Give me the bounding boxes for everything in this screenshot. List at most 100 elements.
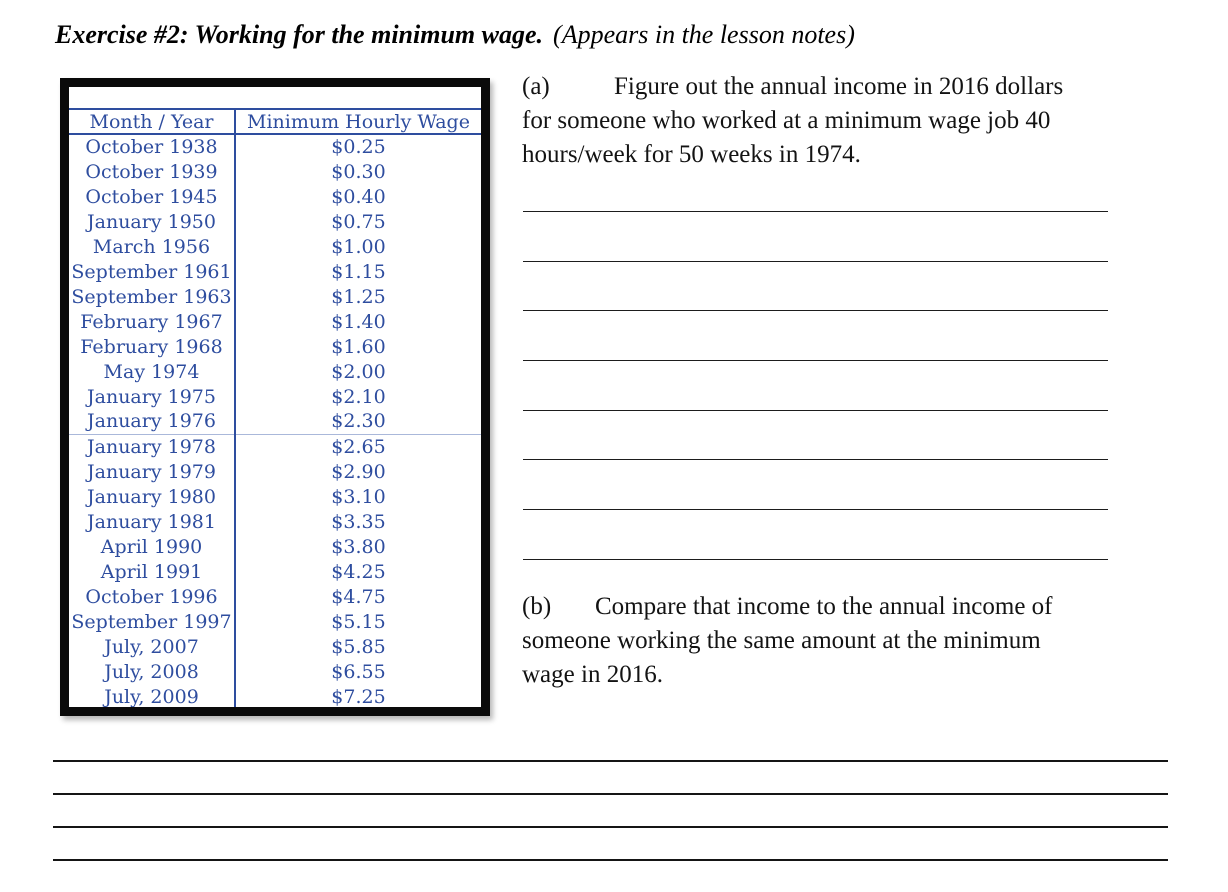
wage-table-header-row: Month / Year Minimum Hourly Wage <box>69 108 481 135</box>
wage-table-row: October 1996 $4.75 <box>69 585 481 611</box>
month-year-cell: January 1981 <box>69 510 236 536</box>
month-year-cell: January 1980 <box>69 485 236 511</box>
wage-cell: $1.60 <box>331 335 386 358</box>
question-b-line: someone working the same amount at the m… <box>522 627 1041 654</box>
question-a-text: Figure out the annual income in 2016 dol… <box>614 73 1064 100</box>
answer-lines-bottom <box>53 760 1168 892</box>
question-b-line: wage in 2016. <box>522 661 663 688</box>
wage-table-row: October 1938 $0.25 <box>69 134 481 160</box>
wage-cell: $4.25 <box>331 561 386 584</box>
wage-table-row: February 1967 $1.40 <box>69 309 481 335</box>
wage-cell: $1.15 <box>331 260 386 283</box>
blank-answer-rule <box>523 509 1108 511</box>
blank-answer-rule <box>523 360 1108 362</box>
wage-table-row: September 1961 $1.15 <box>69 259 481 285</box>
wage-cell: $1.40 <box>331 310 386 333</box>
wage-table-frame: Month / Year Minimum Hourly Wage October… <box>60 78 490 716</box>
wage-cell: $3.35 <box>331 511 386 534</box>
month-year-cell: September 1997 <box>69 610 236 636</box>
wage-table-row: February 1968 $1.60 <box>69 334 481 360</box>
wage-cell: $1.00 <box>331 235 386 258</box>
month-year-cell: January 1978 <box>69 434 236 461</box>
month-year-cell: February 1967 <box>69 309 236 335</box>
question-a-line: for someone who worked at a minimum wage… <box>522 107 1051 134</box>
month-year-cell: July, 2008 <box>69 660 236 685</box>
month-year-cell: October 1996 <box>69 585 236 611</box>
wage-cell: $2.30 <box>331 410 386 433</box>
wage-table-row: January 1950 $0.75 <box>69 209 481 235</box>
wage-cell: $3.80 <box>331 536 386 559</box>
wage-cell: $7.25 <box>331 685 386 708</box>
month-year-cell: September 1963 <box>69 284 236 310</box>
wage-table-row: January 1979 $2.90 <box>69 460 481 486</box>
answer-lines-question-a <box>523 211 1108 609</box>
month-year-cell: April 1991 <box>69 560 236 586</box>
blank-answer-rule <box>53 826 1168 828</box>
wage-cell: $2.10 <box>331 385 386 408</box>
question-a-line: hours/week for 50 weeks in 1974. <box>522 141 861 168</box>
wage-table-row: January 1976 $2.30 <box>69 409 481 435</box>
wage-table-row: April 1990 $3.80 <box>69 535 481 561</box>
blank-answer-rule <box>523 558 1108 560</box>
blank-answer-rule <box>523 310 1108 312</box>
month-year-cell: May 1974 <box>69 359 236 385</box>
exercise-title: Exercise #2: Working for the minimum wag… <box>55 20 544 49</box>
wage-table-row: July, 2007 $5.85 <box>69 635 481 661</box>
wage-table-row: April 1991 $4.25 <box>69 560 481 586</box>
page-title: Exercise #2: Working for the minimum wag… <box>55 20 855 50</box>
month-year-cell: October 1939 <box>69 159 236 185</box>
question-b-label: (b) <box>522 593 552 620</box>
question-b: (b) Compare that income to the annual inc… <box>522 590 1182 692</box>
blank-answer-rule <box>523 409 1108 411</box>
exercise-title-note: (Appears in the lesson notes) <box>553 20 855 49</box>
wage-cell: $2.00 <box>331 360 386 383</box>
blank-answer-rule <box>53 760 1168 762</box>
month-year-cell: February 1968 <box>69 334 236 360</box>
wage-cell: $0.75 <box>331 210 386 233</box>
wage-table-body: October 1938 $0.25 October 1939 $0.30 Octobe… <box>69 134 481 708</box>
wage-cell: $6.55 <box>331 661 386 684</box>
month-year-cell: October 1945 <box>69 184 236 210</box>
question-a: (a) Figure out the annual income in 2016 … <box>522 70 1182 172</box>
wage-table-row: March 1956 $1.00 <box>69 234 481 260</box>
wage-cell: $4.75 <box>331 586 386 609</box>
column-header-min-wage: Minimum Hourly Wage <box>235 108 481 135</box>
month-year-cell: April 1990 <box>69 535 236 561</box>
wage-table-row: October 1945 $0.40 <box>69 184 481 210</box>
wage-table-row: May 1974 $2.00 <box>69 359 481 385</box>
wage-table-row: October 1939 $0.30 <box>69 159 481 185</box>
wage-table-row: January 1978 $2.65 <box>69 434 481 461</box>
month-year-cell: January 1950 <box>69 209 236 235</box>
month-year-cell: January 1975 <box>69 384 236 410</box>
month-year-cell: September 1961 <box>69 259 236 285</box>
question-a-line: (a) Figure out the annual income in 2016 … <box>522 70 1182 104</box>
column-header-month-year: Month / Year <box>69 108 236 135</box>
blank-answer-rule <box>53 859 1168 861</box>
wage-table-row: January 1980 $3.10 <box>69 485 481 511</box>
wage-cell: $5.15 <box>331 611 386 634</box>
wage-cell: $2.90 <box>331 461 386 484</box>
question-a-label: (a) <box>522 73 550 100</box>
month-year-cell: October 1938 <box>69 134 236 160</box>
wage-cell: $5.85 <box>331 636 386 659</box>
wage-table-row: January 1975 $2.10 <box>69 384 481 410</box>
wage-table-row: September 1997 $5.15 <box>69 610 481 636</box>
month-year-cell: January 1979 <box>69 460 236 486</box>
wage-cell: $1.25 <box>331 285 386 308</box>
month-year-cell: January 1976 <box>69 409 236 435</box>
wage-table-row: January 1981 $3.35 <box>69 510 481 536</box>
question-b-text: Compare that income to the annual income… <box>595 593 1053 620</box>
month-year-cell: March 1956 <box>69 234 236 260</box>
wage-table-row: September 1963 $1.25 <box>69 284 481 310</box>
blank-answer-rule <box>523 211 1108 212</box>
wage-table: Month / Year Minimum Hourly Wage October… <box>69 108 481 708</box>
wage-cell: $3.10 <box>331 486 386 509</box>
month-year-cell: July, 2007 <box>69 635 236 661</box>
question-b-line: (b) Compare that income to the annual inc… <box>522 590 1182 624</box>
month-year-cell: July, 2009 <box>69 684 236 707</box>
blank-answer-rule <box>523 260 1108 262</box>
wage-cell: $0.25 <box>331 136 386 158</box>
blank-answer-rule <box>523 459 1108 461</box>
wage-cell: $0.40 <box>331 185 386 208</box>
wage-table-row: July, 2009 $7.25 <box>69 684 481 708</box>
